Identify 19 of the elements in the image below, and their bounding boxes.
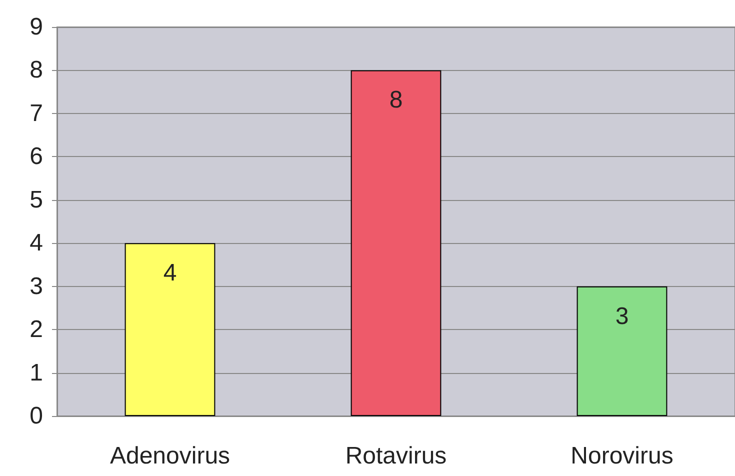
y-tick-label: 2 [30,316,43,344]
bar [350,70,442,416]
y-tick-label: 6 [30,143,43,170]
x-tick-label: Rotavirus [345,442,447,470]
y-tick-label: 4 [30,230,43,257]
y-tick-label: 0 [30,402,43,430]
x-tick-label: Adenovirus [110,442,230,470]
y-tick-label: 5 [30,186,43,214]
y-tick-label: 3 [30,272,43,300]
data-label: 4 [163,260,177,287]
y-tick-label: 8 [30,56,43,84]
y-tick-label: 1 [30,359,43,386]
y-tick-label: 9 [30,14,43,40]
data-label: 3 [615,302,629,330]
data-label: 8 [389,86,403,114]
bar [576,286,668,416]
bar [124,243,216,416]
x-tick-label: Norovirus [570,442,674,470]
y-tick-label: 7 [30,100,43,127]
